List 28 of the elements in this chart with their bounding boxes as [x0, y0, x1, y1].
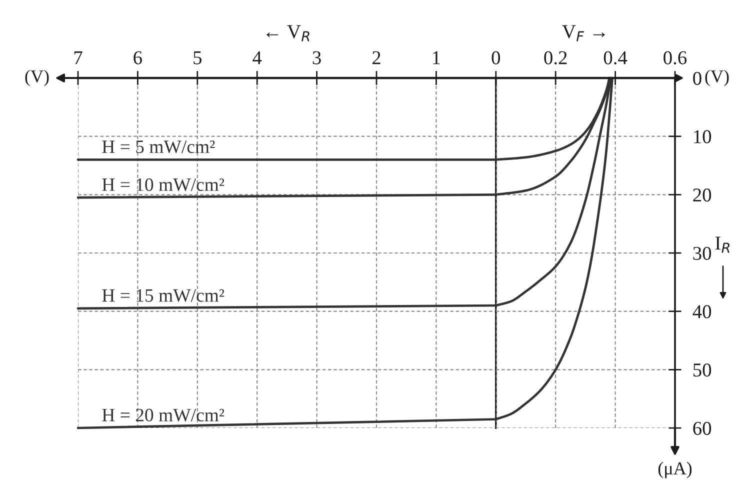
x-tick-label: 0.6: [664, 51, 687, 64]
x-axis-title: V$_{F}$ →: [562, 25, 605, 42]
x-tick-label: 6: [134, 51, 142, 64]
y-tick-label: 30: [693, 246, 712, 260]
x-tick-label: 0.4: [604, 51, 628, 64]
y-axis-title: I$_{R}$: [715, 236, 730, 253]
series-label: H = 15 mW/cm²: [102, 289, 224, 302]
x-tick-label: 4: [252, 51, 262, 64]
x-tick-label: 2: [372, 51, 380, 64]
series-label: H = 20 mW/cm²: [102, 408, 224, 422]
text: (μA): [658, 462, 692, 478]
x-axis-title: ← V$_{R}$: [266, 25, 310, 42]
x-tick-label: 7: [74, 51, 82, 64]
series-label: H = 10 mW/cm²: [102, 178, 224, 192]
x-tick-label: 0.2: [544, 51, 567, 64]
y-tick-label: 20: [693, 188, 712, 202]
x-tick-label: 0: [492, 51, 500, 64]
y-tick-label: 60: [693, 422, 712, 435]
x-tick-label: 5: [194, 51, 202, 64]
y-tick-label: 10: [694, 130, 712, 144]
y-tick-label: 40: [692, 305, 712, 318]
series-label: H = 5 mW/cm²: [102, 140, 215, 154]
y-tick-label: 50: [693, 363, 712, 377]
y-tick-label: 0: [693, 72, 702, 85]
text: (V): [25, 70, 49, 86]
text: (V): [705, 70, 729, 86]
x-tick-label: 3: [312, 51, 321, 64]
x-tick-label: 1: [433, 51, 440, 64]
